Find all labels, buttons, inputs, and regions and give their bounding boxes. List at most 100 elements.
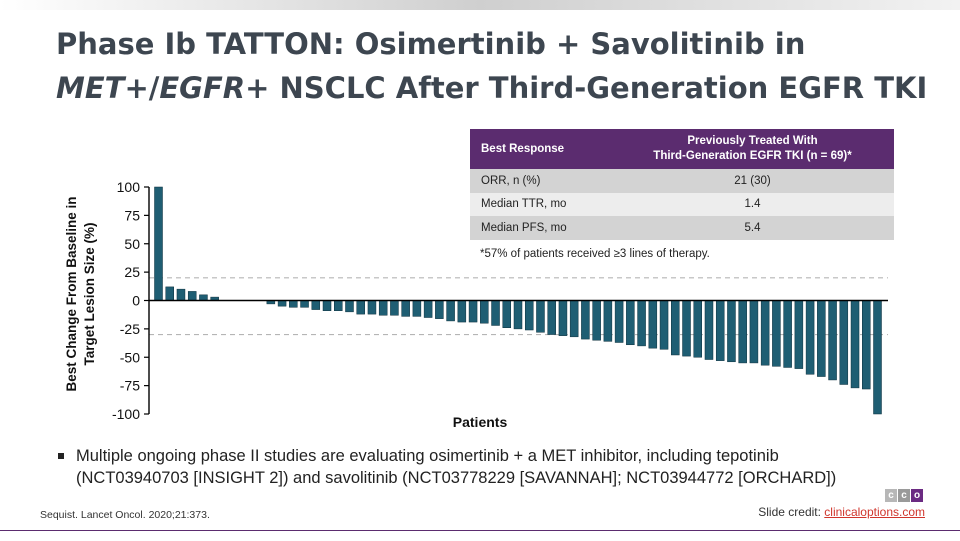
response-table: Best Response Previously Treated With Thi… [470,129,894,240]
bar [614,300,624,343]
bar [423,300,433,318]
slide-credit: Slide credit: clinicaloptions.com [758,505,925,519]
bar [457,300,467,323]
bar [345,300,354,313]
bar [603,300,613,342]
bar [300,300,309,308]
bullet-line-2: (NCT03940703 [INSIGHT 2]) and savolitini… [76,469,837,487]
bar [547,300,556,335]
bullet-line-1: Multiple ongoing phase II studies are ev… [76,447,779,465]
bar [367,300,377,315]
bullet-point: Multiple ongoing phase II studies are ev… [58,445,918,489]
bar [480,300,489,324]
bar [715,300,725,361]
title-line-2: MET+/EGFR+ NSCLC After Third-Generation … [56,66,936,110]
bar [862,300,871,390]
logo-letter-1: c [885,489,897,502]
table-cell-value: 21 (30) [611,169,894,193]
bullet-square-icon [58,453,64,459]
bar [390,300,399,316]
y-tick-label: 25 [124,264,140,280]
bar [536,300,545,333]
y-axis-label-line: Best Change From Baseline in [64,196,79,391]
table-row-ttr: Median TTR, mo 1.4 [470,192,894,216]
bar [435,300,444,319]
bar [187,291,197,301]
table-cell-value: 5.4 [611,216,894,240]
bar [322,300,332,311]
bar [704,300,714,360]
bar [760,300,770,366]
y-axis-label-line: Target Lesion Size (%) [82,222,97,365]
top-gradient-bar [0,0,960,10]
bullet-text: Multiple ongoing phase II studies are ev… [58,445,918,489]
y-tick-label: -50 [120,349,140,365]
bar [356,300,365,315]
citation: Sequist. Lancet Oncol. 2020;21:373. [40,509,210,521]
y-tick-label: 75 [124,207,140,223]
y-axis-label: Best Change From Baseline in Target Lesio… [64,196,97,391]
bar [401,300,410,317]
bar [749,300,759,364]
table-cell-label: Median PFS, mo [470,216,611,240]
y-tick-label: -75 [120,378,140,394]
bar [334,300,343,311]
bar [637,300,646,347]
cco-logo: c c o [885,489,923,503]
x-axis-label: Patients [453,414,508,430]
bar [558,300,568,336]
y-tick-label: 100 [117,179,141,195]
title-egfr: EGFR [159,71,246,105]
bar [199,294,208,301]
credit-link[interactable]: clinicaloptions.com [824,505,925,519]
bar [311,300,321,310]
bar [817,300,826,377]
bar [569,300,579,338]
title-met: MET [56,71,125,105]
table-header-treated-line2: Third-Generation EGFR TKI (n = 69)* [653,150,852,162]
bar [648,300,658,349]
table-row-orr: ORR, n (%) 21 (30) [470,169,894,193]
bar [446,300,455,322]
table-row-pfs: Median PFS, mo 5.4 [470,216,894,240]
bar [738,300,747,364]
bar [693,300,702,358]
y-tick-label: -25 [120,321,140,337]
bar [412,300,422,317]
bar [805,300,815,375]
bar [502,300,512,328]
bar [873,300,882,415]
bar [772,300,781,367]
title-rest: + NSCLC After Third-Generation EGFR TKI [245,71,928,105]
bar [783,300,792,368]
bar [176,288,186,301]
bar [727,300,736,363]
table-cell-label: ORR, n (%) [470,169,611,193]
bar [671,300,680,356]
bar [682,300,691,357]
table-header-row: Best Response Previously Treated With Thi… [470,129,894,169]
bar [165,286,174,301]
bar [468,300,478,323]
table-header-best-response: Best Response [470,129,611,169]
bar [524,300,534,331]
bar [513,300,523,330]
logo-letter-2: c [898,489,910,502]
bar [154,186,163,301]
table-cell-value: 1.4 [611,192,894,216]
table-cell-label: Median TTR, mo [470,192,611,216]
bar [839,300,849,385]
table-header-treated-line1: Previously Treated With [687,135,818,147]
bar [626,300,635,346]
bar [592,300,601,341]
bottom-divider [0,530,960,541]
slide-title: Phase Ib TATTON: Osimertinib + Savolitin… [56,22,936,110]
table-header-treated: Previously Treated With Third-Generation … [611,129,894,169]
y-tick-label: 50 [124,236,140,252]
table-footnote: *57% of patients received ≥3 lines of th… [480,248,710,260]
y-tick-label: 0 [132,293,140,309]
bar [378,300,388,316]
bar [659,300,669,350]
logo-letter-3: o [911,489,923,502]
bar [289,300,298,308]
